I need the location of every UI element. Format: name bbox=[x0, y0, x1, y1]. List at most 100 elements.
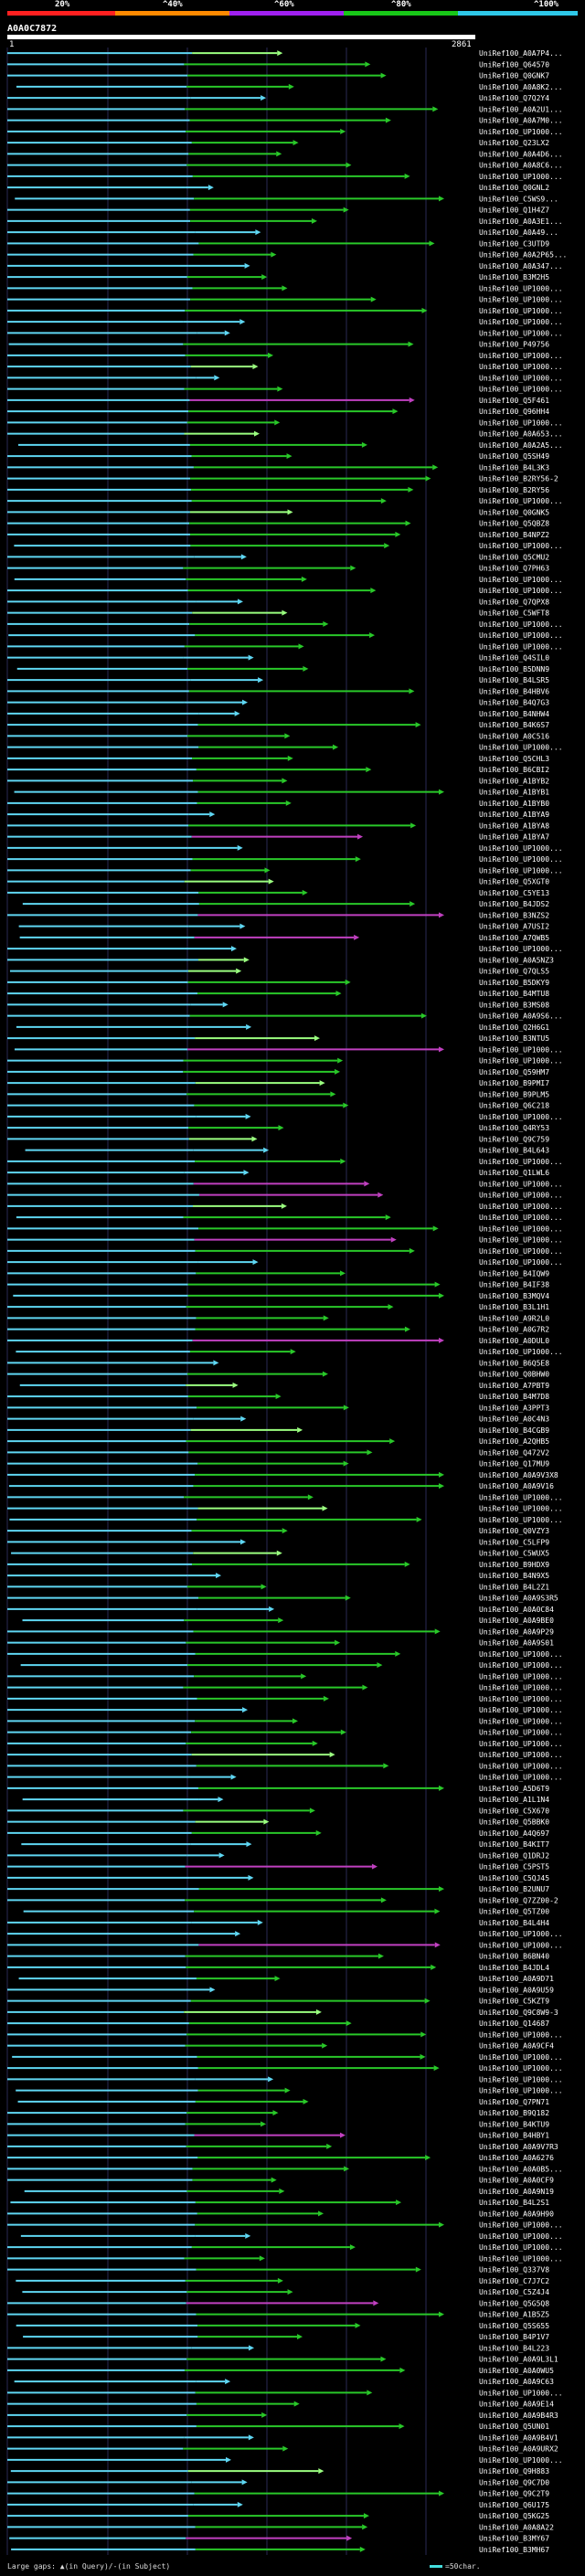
hit-row[interactable]: UniRef100_Q5BBK0 bbox=[7, 1818, 549, 1827]
hit-row[interactable]: UniRef100_A0A0WU5 bbox=[7, 2367, 554, 2375]
hit-label[interactable]: UniRef100_UP1000... bbox=[479, 542, 563, 550]
hit-label[interactable]: UniRef100_UP1000... bbox=[479, 2064, 563, 2072]
hit-label[interactable]: UniRef100_UP1000... bbox=[479, 1740, 563, 1748]
hit-label[interactable]: UniRef100_UP1000... bbox=[479, 419, 563, 427]
hit-label[interactable]: UniRef100_UP1000... bbox=[479, 1247, 563, 1256]
hit-row[interactable]: UniRef100_A1BYA8 bbox=[7, 822, 549, 830]
hit-label[interactable]: UniRef100_UP1000... bbox=[479, 1113, 563, 1121]
hit-row[interactable]: UniRef100_B5DNN9 bbox=[16, 665, 550, 673]
hit-label[interactable]: UniRef100_A0A2P65... bbox=[479, 251, 567, 260]
hit-row[interactable]: UniRef100_C7J7C2 bbox=[16, 2277, 549, 2285]
hit-row[interactable]: UniRef100_UP1000... bbox=[7, 2456, 563, 2465]
hit-row[interactable]: UniRef100_UP1000... bbox=[7, 318, 563, 326]
hit-label[interactable]: UniRef100_A1BYA7 bbox=[479, 833, 549, 842]
hit-row[interactable]: UniRef100_A0A8K2... bbox=[16, 83, 563, 91]
hit-row[interactable]: UniRef100_B4JDS2 bbox=[22, 900, 549, 908]
hit-label[interactable]: UniRef100_A7PBT9 bbox=[479, 1382, 549, 1390]
hit-label[interactable]: UniRef100_Q59HM7 bbox=[479, 1068, 549, 1076]
hit-label[interactable]: UniRef100_A1BYA8 bbox=[479, 822, 549, 830]
hit-label[interactable]: UniRef100_A0A2A5... bbox=[479, 441, 563, 450]
hit-label[interactable]: UniRef100_A0A9L3L1 bbox=[479, 2356, 558, 2364]
hit-label[interactable]: UniRef100_B4N9X5 bbox=[479, 1572, 549, 1580]
hit-label[interactable]: UniRef100_UP1000... bbox=[479, 1158, 563, 1166]
hit-label[interactable]: UniRef100_A0A9V7R3 bbox=[479, 2143, 558, 2151]
hit-label[interactable]: UniRef100_B5DKY9 bbox=[479, 979, 549, 987]
hit-label[interactable]: UniRef100_Q5CMU2 bbox=[479, 553, 549, 561]
hit-row[interactable]: UniRef100_B4L223 bbox=[7, 2344, 549, 2352]
hit-row[interactable]: UniRef100_Q64570 bbox=[7, 60, 549, 69]
hit-row[interactable]: UniRef100_UP1000... bbox=[7, 1236, 563, 1245]
hit-row[interactable]: UniRef100_Q5UN01 bbox=[7, 2422, 549, 2431]
hit-label[interactable]: UniRef100_Q5F461 bbox=[479, 397, 549, 405]
hit-row[interactable]: UniRef100_B9PMI7 bbox=[7, 1079, 549, 1087]
hit-label[interactable]: UniRef100_C5LFP9 bbox=[479, 1538, 549, 1546]
hit-row[interactable]: UniRef100_Q0VZY3 bbox=[7, 1527, 549, 1535]
hit-row[interactable]: UniRef100_A1BYB2 bbox=[7, 777, 549, 785]
hit-row[interactable]: UniRef100_A0A5NZ3 bbox=[7, 956, 554, 964]
hit-row[interactable]: UniRef100_B4P1V7 bbox=[23, 2333, 549, 2341]
hit-row[interactable]: UniRef100_B3NZS2 bbox=[7, 911, 549, 919]
hit-row[interactable]: UniRef100_B4LSR5 bbox=[7, 676, 549, 684]
hit-row[interactable]: UniRef100_Q7QPX8 bbox=[7, 598, 549, 606]
hit-label[interactable]: UniRef100_A0A9CF4 bbox=[479, 2042, 554, 2051]
hit-row[interactable]: UniRef100_UP1000... bbox=[7, 1672, 563, 1680]
hit-row[interactable]: UniRef100_UP1000... bbox=[7, 2075, 563, 2083]
hit-label[interactable]: UniRef100_A1B5Z5 bbox=[479, 2311, 549, 2319]
hit-row[interactable]: UniRef100_B4HBY1 bbox=[7, 2132, 549, 2140]
hit-label[interactable]: UniRef100_C5WFT8 bbox=[479, 610, 549, 618]
hit-label[interactable]: UniRef100_B3MQV4 bbox=[479, 1292, 549, 1300]
hit-label[interactable]: UniRef100_A0G7R2 bbox=[479, 1326, 549, 1334]
hit-row[interactable]: UniRef100_UP1000... bbox=[8, 631, 563, 640]
hit-row[interactable]: UniRef100_A9R2L0 bbox=[7, 1314, 549, 1322]
hit-row[interactable]: UniRef100_A0A9V7R3 bbox=[7, 2143, 558, 2151]
hit-row[interactable]: UniRef100_UP1000... bbox=[7, 744, 563, 752]
hit-row[interactable]: UniRef100_B4K6S7 bbox=[7, 721, 549, 729]
hit-label[interactable]: UniRef100_B4L4H4 bbox=[479, 1919, 549, 1927]
hit-row[interactable]: UniRef100_B9PLM5 bbox=[7, 1090, 549, 1098]
hit-label[interactable]: UniRef100_UP1000... bbox=[479, 844, 563, 853]
hit-row[interactable]: UniRef100_A0A9U59 bbox=[7, 1986, 554, 1994]
hit-row[interactable]: UniRef100_UP1000... bbox=[7, 1717, 563, 1725]
hit-label[interactable]: UniRef100_UP1000... bbox=[479, 1516, 563, 1524]
hit-row[interactable]: UniRef100_Q23LX2 bbox=[7, 139, 549, 147]
hit-label[interactable]: UniRef100_B4JDS2 bbox=[479, 900, 549, 908]
hit-label[interactable]: UniRef100_UP1000... bbox=[479, 1505, 563, 1513]
hit-label[interactable]: UniRef100_A7USI2 bbox=[479, 923, 549, 931]
hit-label[interactable]: UniRef100_UP1000... bbox=[479, 2221, 563, 2230]
hit-label[interactable]: UniRef100_B4HBY1 bbox=[479, 2132, 549, 2140]
hit-label[interactable]: UniRef100_Q0GNK5 bbox=[479, 508, 549, 516]
hit-label[interactable]: UniRef100_B4L643 bbox=[479, 1147, 549, 1155]
hit-label[interactable]: UniRef100_B4NPZ2 bbox=[479, 531, 549, 539]
hit-row[interactable]: UniRef100_B3NTU5 bbox=[7, 1034, 549, 1043]
hit-label[interactable]: UniRef100_A0C516 bbox=[479, 732, 549, 740]
hit-label[interactable]: UniRef100_UP1000... bbox=[479, 2232, 563, 2241]
hit-label[interactable]: UniRef100_UP1000... bbox=[479, 1717, 563, 1725]
hit-label[interactable]: UniRef100_P49756 bbox=[479, 341, 549, 349]
hit-row[interactable]: UniRef100_UP1000... bbox=[7, 1258, 563, 1267]
hit-label[interactable]: UniRef100_Q7Q2Y4 bbox=[479, 94, 549, 102]
hit-row[interactable]: UniRef100_A0A9P29 bbox=[7, 1627, 554, 1636]
hit-label[interactable]: UniRef100_Q5CHL3 bbox=[479, 755, 549, 763]
hit-row[interactable]: UniRef100_B3L1H1 bbox=[7, 1303, 549, 1311]
hit-row[interactable]: UniRef100_Q9H883 bbox=[10, 2467, 549, 2475]
hit-row[interactable]: UniRef100_A0A0C84 bbox=[7, 1606, 554, 1614]
hit-label[interactable]: UniRef100_UP1000... bbox=[479, 2053, 563, 2062]
hit-row[interactable]: UniRef100_UP1000... bbox=[7, 296, 563, 304]
hit-label[interactable]: UniRef100_C5QJ45 bbox=[479, 1874, 549, 1882]
hit-label[interactable]: UniRef100_B3MS08 bbox=[479, 1001, 549, 1009]
hit-row[interactable]: UniRef100_UP1000... bbox=[7, 1706, 563, 1714]
hit-label[interactable]: UniRef100_A0A0C84 bbox=[479, 1606, 554, 1614]
hit-row[interactable]: UniRef100_UP1000... bbox=[7, 855, 563, 864]
hit-row[interactable]: UniRef100_A0A49... bbox=[7, 228, 558, 237]
hit-label[interactable]: UniRef100_B4L2S1 bbox=[479, 2199, 549, 2207]
hit-label[interactable]: UniRef100_A0A5NZ3 bbox=[479, 956, 554, 964]
hit-label[interactable]: UniRef100_Q5BBK0 bbox=[479, 1818, 549, 1827]
hit-label[interactable]: UniRef100_Q14687 bbox=[479, 2019, 549, 2028]
hit-label[interactable]: UniRef100_UP1000... bbox=[479, 1236, 563, 1245]
hit-row[interactable]: UniRef100_B9Q182 bbox=[7, 2109, 549, 2117]
hit-row[interactable]: UniRef100_C5Z4J4 bbox=[22, 2288, 549, 2296]
hit-row[interactable]: UniRef100_A0A9S3R5 bbox=[7, 1595, 558, 1603]
hit-label[interactable]: UniRef100_B4NHW4 bbox=[479, 710, 549, 718]
hit-label[interactable]: UniRef100_UP1000... bbox=[479, 318, 563, 326]
hit-row[interactable]: UniRef100_UP1000... bbox=[7, 1729, 563, 1737]
